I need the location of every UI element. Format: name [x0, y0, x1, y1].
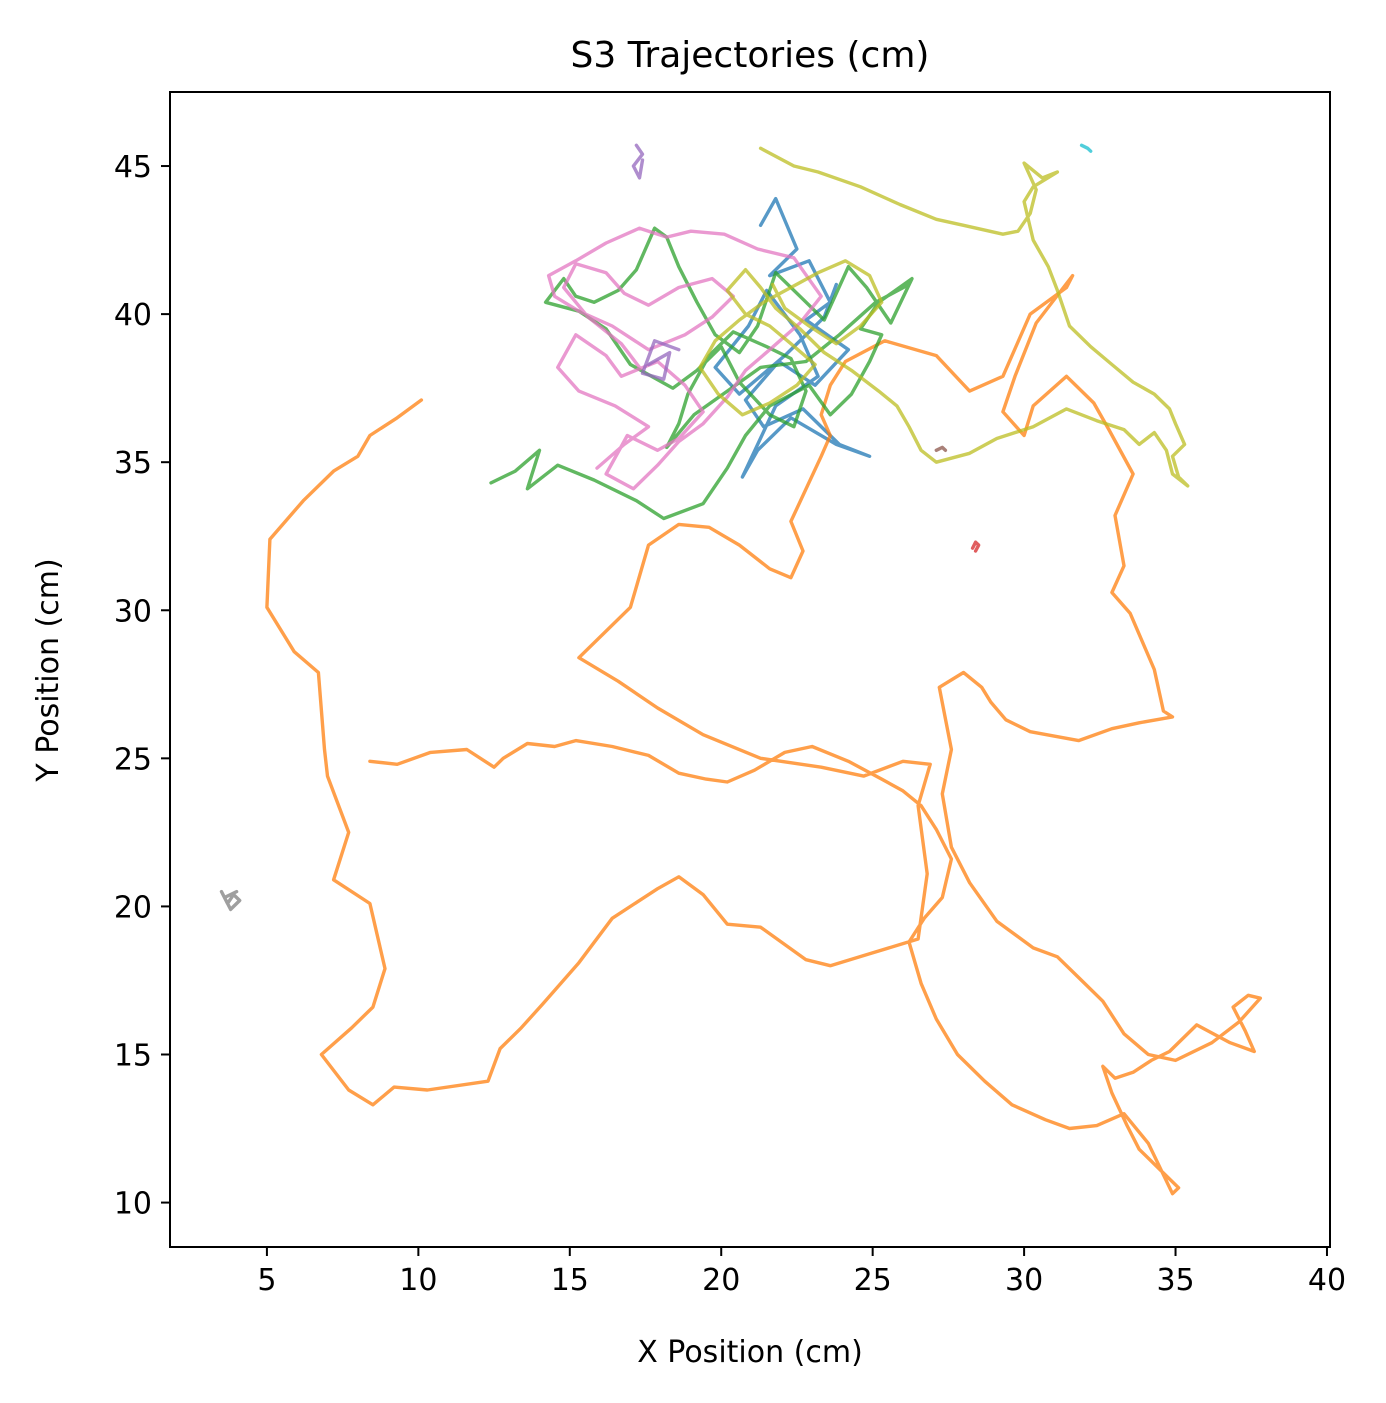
trajectory-purple [631, 143, 645, 180]
trajectory-red [970, 540, 981, 553]
trajectory-pink [546, 226, 823, 491]
y-tick-label: 15 [114, 1039, 152, 1074]
x-tick-label: 25 [854, 1263, 892, 1298]
trajectory-cyan [1079, 143, 1093, 153]
x-tick-label: 40 [1308, 1263, 1346, 1298]
trajectory-blue [713, 196, 872, 479]
x-axis-label: X Position (cm) [637, 1335, 863, 1370]
series-layer [219, 143, 1262, 1196]
x-tick-label: 15 [551, 1263, 589, 1298]
x-tick-label: 5 [257, 1263, 276, 1298]
y-tick-label: 30 [114, 594, 152, 629]
x-tick-label: 20 [702, 1263, 740, 1298]
x-axis-ticks: 5 10 15 20 25 30 35 40 [257, 1247, 1346, 1298]
trajectory-gray [219, 889, 242, 912]
x-tick-label: 10 [399, 1263, 437, 1298]
trajectory-purple-2 [640, 339, 681, 381]
y-tick-label: 10 [114, 1187, 152, 1222]
y-tick-label: 25 [114, 742, 152, 777]
y-tick-label: 40 [114, 298, 152, 333]
x-tick-label: 30 [1005, 1263, 1043, 1298]
axes-frame [169, 91, 1331, 1248]
y-axis-label: Y Position (cm) [31, 558, 66, 782]
y-axis-ticks: 10 15 20 25 30 35 40 45 [114, 150, 170, 1222]
y-tick-label: 35 [114, 446, 152, 481]
trajectory-orange [265, 273, 1262, 1196]
chart-title: S3 Trajectories (cm) [571, 35, 930, 76]
y-tick-label: 20 [114, 890, 152, 925]
trajectory-olive [698, 146, 1190, 488]
y-tick-label: 45 [114, 150, 152, 185]
x-tick-label: 35 [1156, 1263, 1194, 1298]
trajectory-brown [934, 445, 948, 452]
